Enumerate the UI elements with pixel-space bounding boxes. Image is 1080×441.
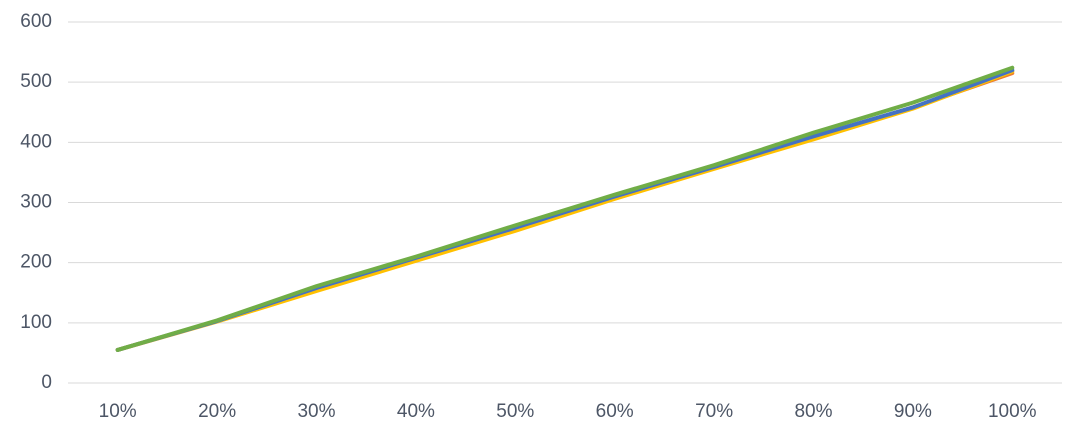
- x-tick-label: 50%: [496, 401, 534, 422]
- x-tick-label: 80%: [794, 401, 832, 422]
- x-tick-label: 90%: [894, 401, 932, 422]
- y-tick-label: 0: [41, 372, 52, 393]
- y-tick-label: 500: [20, 71, 52, 92]
- y-tick-label: 600: [20, 11, 52, 32]
- x-tick-label: 60%: [596, 401, 634, 422]
- x-tick-label: 100%: [988, 401, 1037, 422]
- x-tick-label: 70%: [695, 401, 733, 422]
- x-tick-label: 10%: [99, 401, 137, 422]
- x-tick-label: 30%: [297, 401, 335, 422]
- y-tick-label: 300: [20, 192, 52, 213]
- series-line: [115, 65, 1015, 352]
- x-tick-label: 20%: [198, 401, 236, 422]
- y-tick-label: 400: [20, 131, 52, 152]
- x-tick-label: 40%: [397, 401, 435, 422]
- y-tick-label: 100: [20, 312, 52, 333]
- y-tick-label: 200: [20, 252, 52, 273]
